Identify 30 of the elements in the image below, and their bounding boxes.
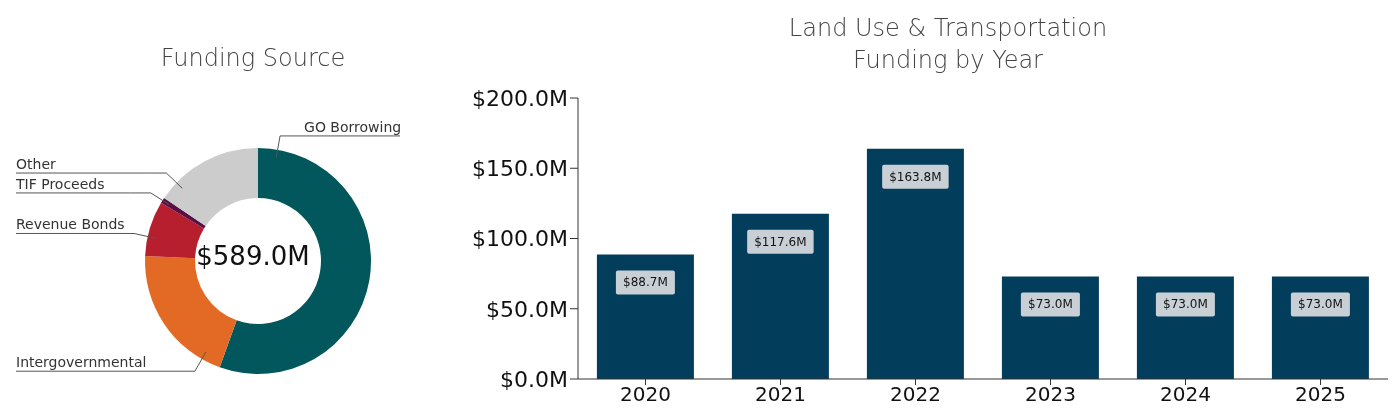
donut-slice	[161, 198, 206, 229]
y-tick-label: $150.0M	[472, 156, 568, 182]
text: $589.0M	[196, 241, 310, 271]
chart-title: Funding Source	[159, 44, 347, 72]
bar	[596, 254, 694, 379]
slice-label: Intergovernmental	[16, 354, 147, 371]
y-tick-label: $200.0M	[472, 85, 568, 111]
slice-label: Revenue Bonds	[16, 216, 125, 233]
y-tick-label: $100.0M	[472, 226, 568, 252]
bar	[866, 148, 964, 379]
x-tick-label: 2022	[890, 382, 941, 407]
data-label: $73.0M	[1298, 297, 1343, 312]
x-tick-label: 2021	[755, 382, 806, 407]
chart-title: Land Use & Transportation Funding by Year	[787, 13, 1109, 76]
slice-label: GO Borrowing	[304, 118, 402, 135]
donut-slice	[164, 148, 258, 226]
data-label: $88.7M	[623, 275, 668, 290]
data-label: $73.0M	[1028, 297, 1073, 312]
slice-label: Other	[16, 156, 56, 173]
data-label: $73.0M	[1163, 297, 1208, 312]
x-tick-label: 2023	[1025, 382, 1076, 407]
data-label: $117.6M	[754, 234, 807, 249]
slice-label: TIF Proceeds	[15, 175, 105, 192]
x-tick-label: 2025	[1295, 382, 1346, 407]
y-tick-label: $50.0M	[486, 296, 568, 322]
bar	[731, 213, 829, 379]
x-tick-label: 2024	[1160, 382, 1211, 407]
y-tick-label: $0.0M	[500, 366, 568, 392]
x-tick-label: 2020	[620, 382, 671, 407]
data-label: $163.8M	[889, 169, 942, 184]
